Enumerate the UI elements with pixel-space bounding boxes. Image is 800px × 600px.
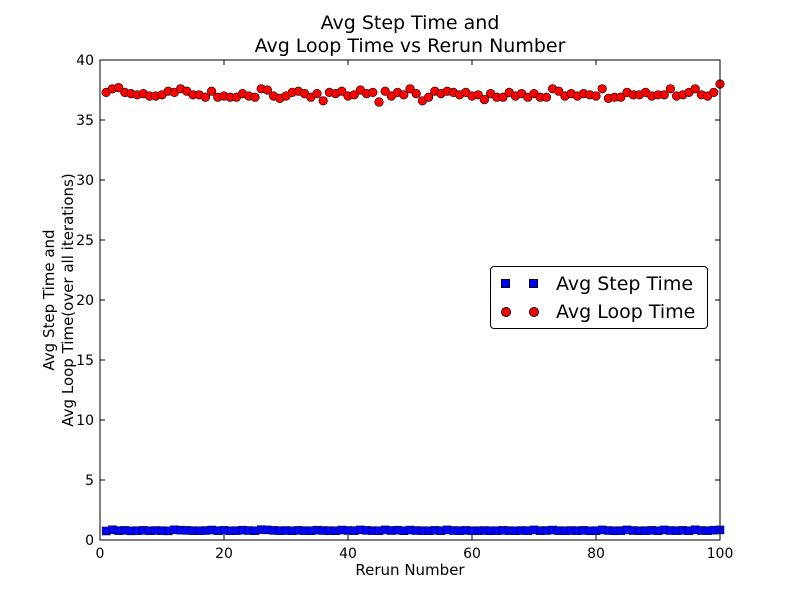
loop-time-point [399, 90, 409, 100]
loop-time-point [312, 88, 322, 99]
circle-marker-icon [501, 307, 511, 317]
loop-time-point [554, 86, 564, 96]
square-marker-icon [529, 279, 538, 288]
y-tick-label: 40 [76, 53, 94, 69]
axis-ticks: 0 20 40 60 80 100 0 5 10 15 20 25 30 35 40 [76, 53, 733, 562]
square-marker-icon [501, 279, 510, 288]
x-tick-label: 40 [339, 546, 357, 562]
loop-time-point [665, 84, 676, 94]
y-tick-label: 10 [76, 413, 94, 429]
loop-time-point [411, 88, 421, 99]
series-avg-loop-time [101, 79, 725, 107]
loop-time-point [374, 97, 384, 107]
loop-time-point [616, 92, 626, 102]
loop-time-point [659, 90, 669, 100]
loop-time-point [405, 84, 415, 94]
loop-time-point [368, 87, 378, 97]
loop-time-point [690, 84, 700, 94]
series-avg-step-time [101, 525, 725, 536]
legend-item-step-time: Avg Step Time [491, 272, 707, 298]
loop-time-point [207, 86, 217, 96]
y-axis-label-line-1: Avg Step Time and [40, 229, 58, 371]
y-tick-label: 35 [76, 113, 94, 129]
legend: Avg Step Time Avg Loop Time [490, 266, 708, 329]
x-tick-label: 100 [707, 546, 734, 562]
loop-time-point [200, 92, 210, 102]
y-axis-label: Avg Step Time and Avg Loop Time(over all… [40, 70, 80, 530]
chart-title-line-2: Avg Loop Time vs Rerun Number [254, 35, 566, 57]
loop-time-point [318, 96, 328, 106]
loop-time-point [349, 90, 359, 100]
loop-time-point [424, 92, 434, 102]
loop-time-point [479, 94, 490, 105]
x-tick-label: 20 [215, 546, 233, 562]
loop-time-point [262, 85, 273, 95]
y-tick-label: 20 [76, 293, 94, 309]
legend-label-loop-time: Avg Loop Time [556, 301, 696, 323]
chart-title-line-1: Avg Step Time and [320, 12, 500, 34]
plot-frame [99, 59, 721, 541]
legend-label-step-time: Avg Step Time [556, 273, 694, 295]
loop-time-point [541, 92, 552, 102]
y-tick-label: 25 [76, 233, 94, 249]
loop-time-point [709, 87, 719, 97]
loop-time-point [473, 90, 483, 100]
loop-time-point [597, 84, 607, 94]
x-tick-label: 80 [587, 546, 605, 562]
data-marks [101, 79, 725, 536]
x-tick-label: 60 [463, 546, 481, 562]
loop-time-point [380, 86, 390, 96]
loop-time-point [591, 91, 601, 101]
y-tick-label: 15 [76, 353, 94, 369]
y-tick-label: 0 [85, 533, 94, 549]
circle-marker-icon [529, 307, 539, 317]
y-tick-label: 30 [76, 173, 94, 189]
legend-item-loop-time: Avg Loop Time [491, 300, 707, 326]
x-axis-label: Rerun Number [355, 561, 465, 579]
loop-time-point [337, 86, 347, 96]
y-tick-label: 5 [85, 473, 94, 489]
loop-time-point [250, 92, 260, 102]
loop-time-point [498, 92, 508, 102]
loop-time-point [113, 82, 124, 93]
x-tick-label: 0 [96, 546, 105, 562]
y-axis-label-line-2: Avg Loop Time(over all iterations) [59, 173, 77, 427]
